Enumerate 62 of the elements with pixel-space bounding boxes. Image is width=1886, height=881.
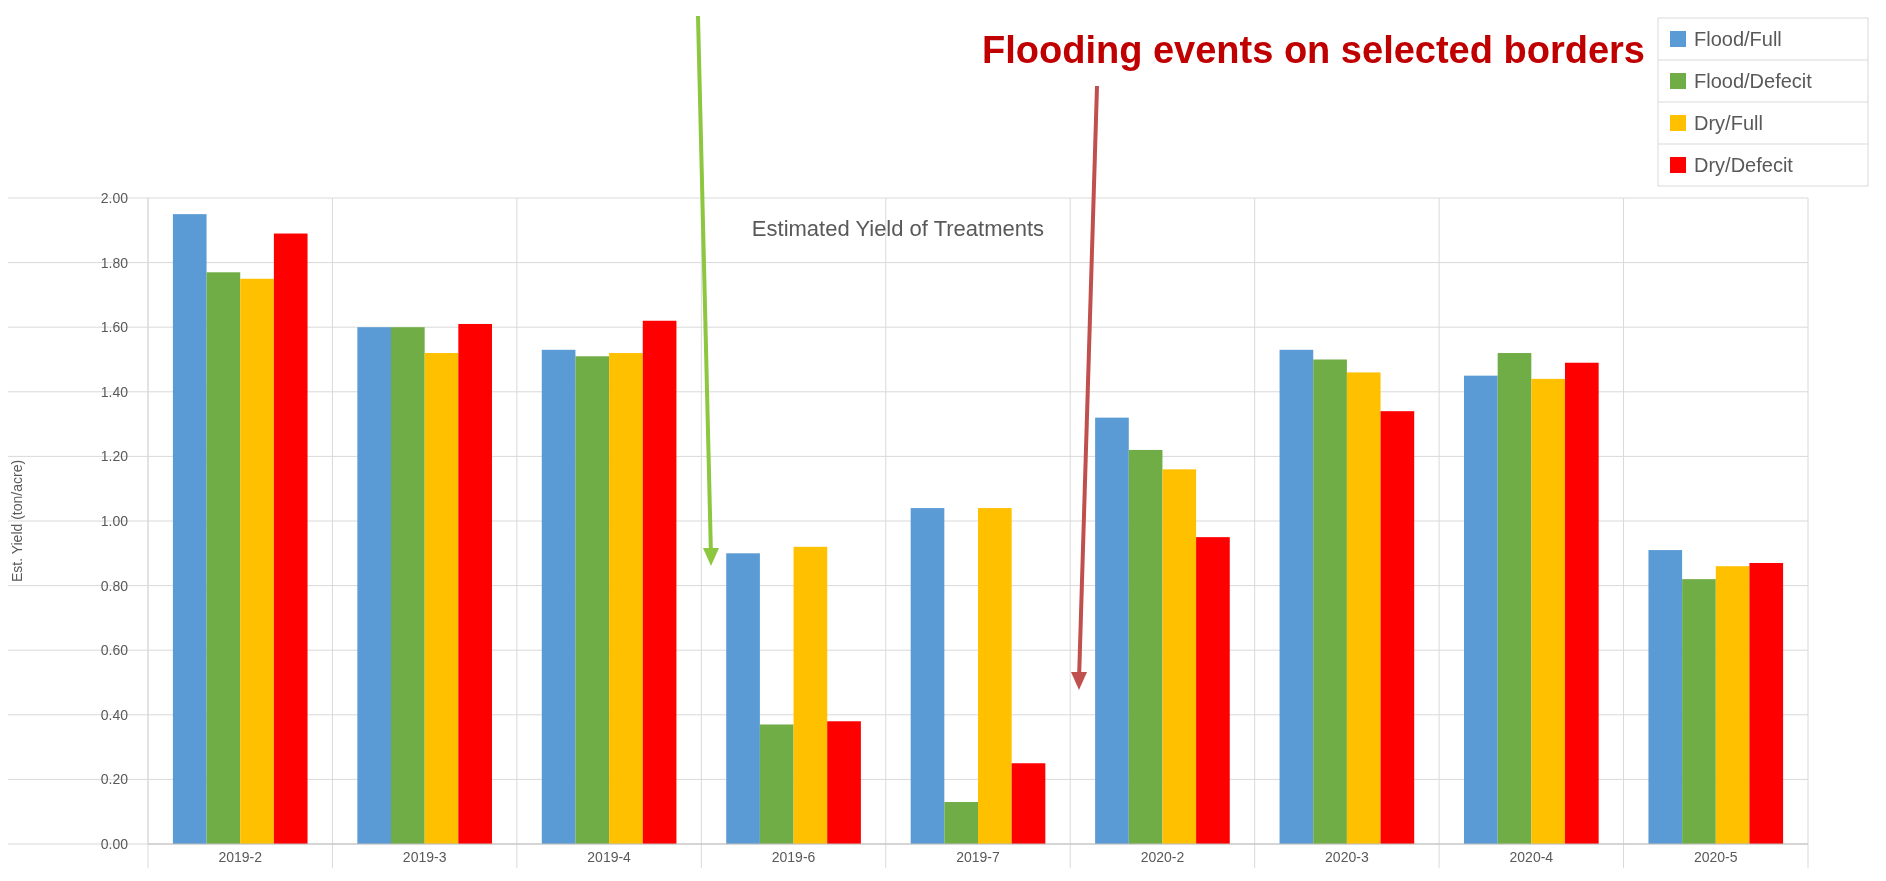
- x-tick-label: 2019-3: [402, 849, 447, 865]
- bar: [273, 233, 308, 844]
- bar: [575, 356, 610, 844]
- bar: [793, 546, 828, 844]
- bar: [759, 724, 794, 844]
- bar: [609, 353, 643, 844]
- bar: [1715, 566, 1750, 844]
- bar: [458, 323, 492, 844]
- y-tick-label: 1.00: [100, 512, 129, 529]
- x-tick-label: 2019-6: [771, 849, 816, 865]
- legend-label: Flood/Full: [1694, 28, 1782, 50]
- x-tick-label: 2020-5: [1693, 849, 1738, 865]
- bar: [1196, 537, 1230, 844]
- y-tick-label: 2.00: [100, 189, 129, 206]
- y-tick-label: 1.40: [100, 383, 129, 400]
- y-tick-label: 0.20: [100, 771, 129, 788]
- bar: [1011, 763, 1046, 844]
- bar: [424, 353, 459, 844]
- y-tick-label: 1.20: [100, 448, 129, 465]
- bar: [944, 802, 978, 844]
- bar: [1564, 362, 1599, 844]
- x-tick-label: 2019-4: [587, 849, 632, 865]
- bar: [642, 320, 677, 844]
- bar: [1464, 375, 1498, 844]
- bar: [1128, 449, 1163, 844]
- bar: [1749, 562, 1784, 844]
- text: Flooding events on selected borders: [981, 29, 1645, 71]
- bar: [240, 278, 274, 844]
- x-tick-label: 2020-2: [1140, 849, 1185, 865]
- bar: [910, 508, 945, 844]
- bar: [357, 327, 392, 844]
- bar: [1313, 359, 1347, 844]
- bar: [1162, 469, 1197, 844]
- text: Estimated Yield of Treatments: [751, 216, 1045, 241]
- bar: [726, 553, 760, 844]
- x-tick-label: 2019-2: [218, 849, 263, 865]
- bar: [541, 349, 576, 844]
- y-tick-label: 1.60: [100, 319, 129, 336]
- legend-label: Dry/Full: [1694, 112, 1763, 134]
- x-tick-label: 2020-4: [1509, 849, 1554, 865]
- legend-label: Flood/Defecit: [1694, 70, 1813, 92]
- bar: [1380, 411, 1415, 844]
- bar: [172, 214, 207, 844]
- x-tick-label: 2019-7: [956, 849, 1001, 865]
- bar: [1497, 353, 1532, 844]
- y-tick-label: 0.00: [100, 835, 129, 852]
- bar: [206, 272, 241, 844]
- y-axis-title: Est. Yield (ton/acre): [9, 459, 25, 583]
- bar: [1648, 550, 1683, 844]
- x-tick-label: 2020-3: [1325, 849, 1369, 865]
- bar: [391, 327, 425, 844]
- y-tick-label: 0.80: [100, 577, 129, 594]
- bar: [1682, 579, 1716, 844]
- y-tick-label: 1.80: [100, 254, 129, 271]
- bar: [1346, 372, 1381, 844]
- bar: [827, 721, 861, 844]
- bar: [978, 508, 1012, 844]
- legend-label: Dry/Defecit: [1694, 154, 1794, 176]
- y-tick-label: 0.40: [100, 706, 129, 723]
- bar: [1279, 349, 1314, 844]
- y-tick-label: 0.60: [100, 642, 129, 659]
- bar: [1531, 378, 1565, 844]
